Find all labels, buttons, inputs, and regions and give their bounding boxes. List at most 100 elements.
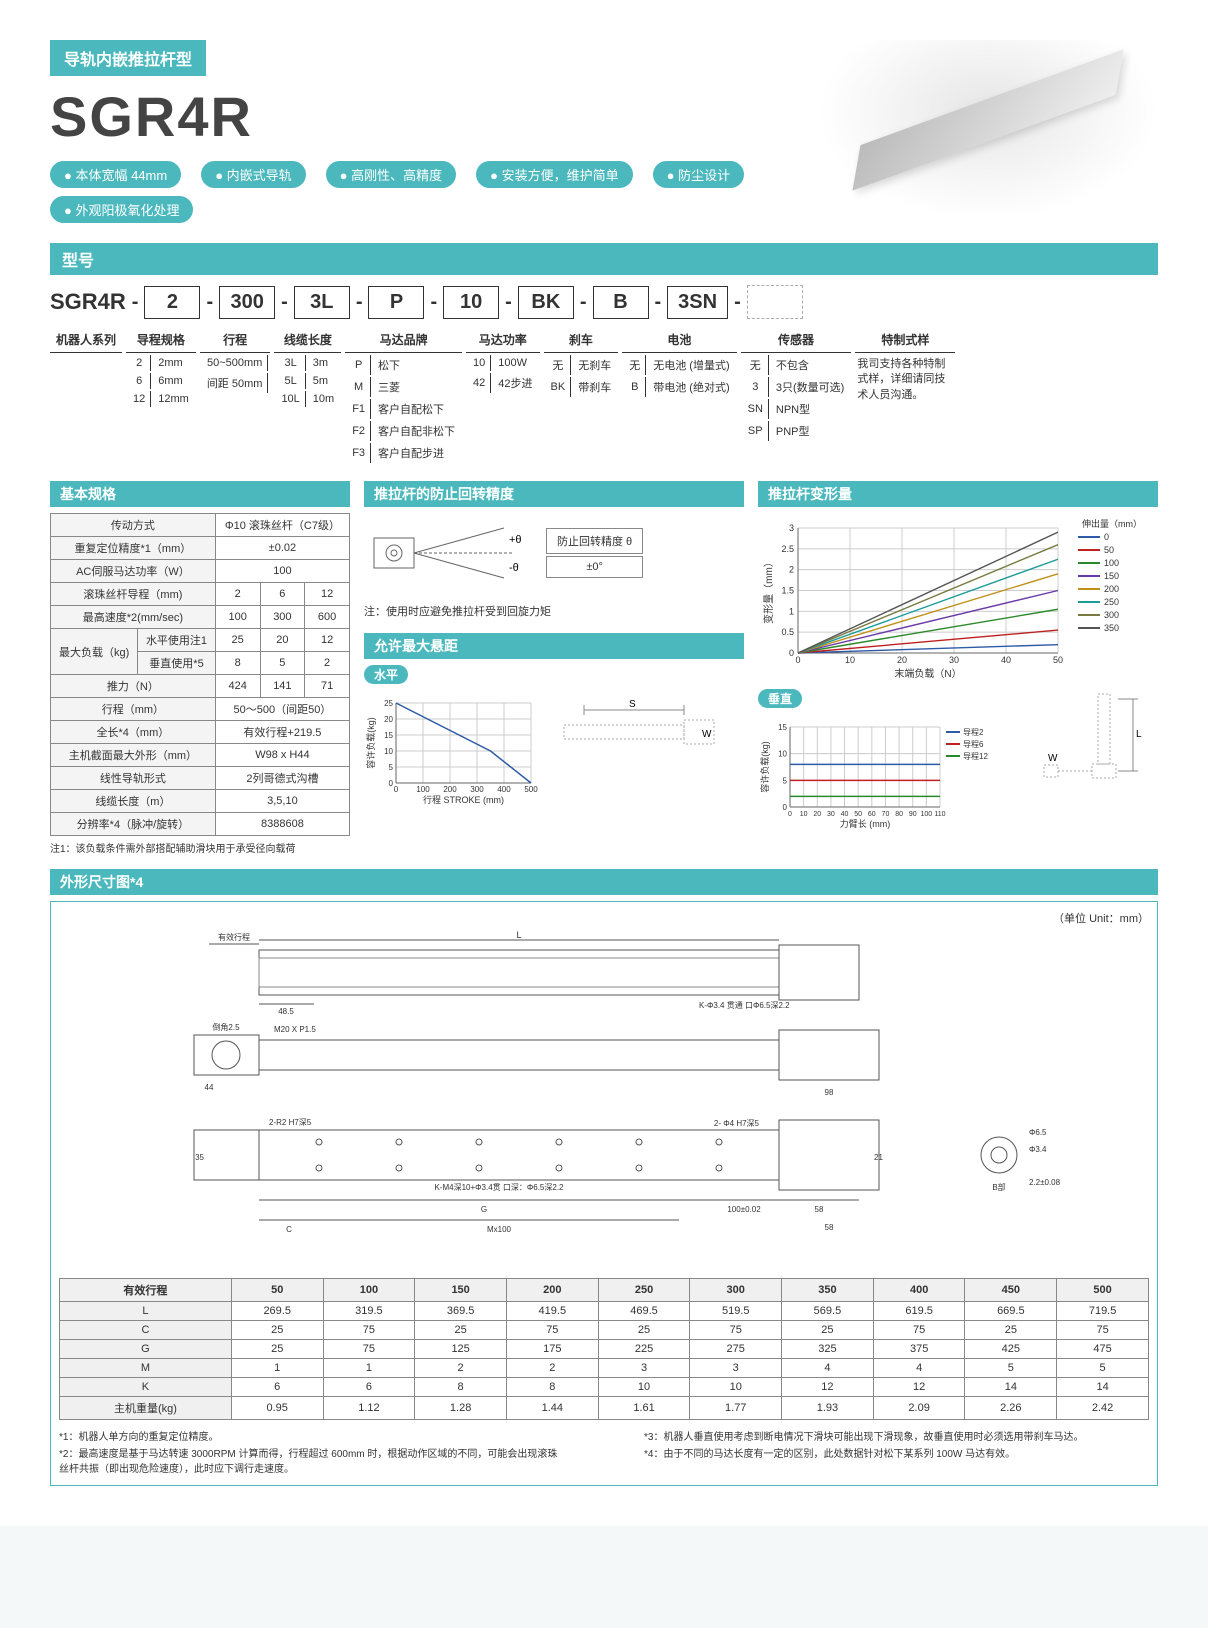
svg-text:30: 30 [949, 655, 959, 665]
svg-text:5: 5 [389, 763, 394, 772]
svg-text:20: 20 [897, 655, 907, 665]
feature-pill: ● 本体宽幅 44mm [50, 161, 181, 188]
svg-text:30: 30 [827, 811, 835, 818]
svg-text:容许负载(kg): 容许负载(kg) [365, 717, 376, 769]
model-base: SGR4R [50, 289, 126, 315]
opt-head: 行程 [200, 327, 271, 353]
opt-head: 线缆长度 [274, 327, 341, 353]
model-part: BK [518, 286, 574, 319]
model-part: 10 [443, 286, 499, 319]
svg-text:W: W [702, 729, 712, 740]
model-code-row: SGR4R -2-300-3L-P-10-BK-B-3SN- [50, 285, 1158, 319]
svg-text:1.5: 1.5 [781, 586, 794, 596]
svg-text:0: 0 [783, 803, 788, 812]
outline-drawing: L48.5K-Φ3.4 贯通 口Φ6.5深2.2有效行程倒角2.5M20 X P… [59, 930, 1129, 1270]
svg-text:58: 58 [815, 1205, 824, 1214]
horiz-schematic: W S [554, 665, 734, 785]
svg-text:40: 40 [841, 811, 849, 818]
svg-text:2: 2 [789, 565, 794, 575]
svg-text:容许负载(kg): 容许负载(kg) [759, 741, 770, 793]
svg-text:150: 150 [1104, 571, 1119, 581]
outline-unit: （单位 Unit：mm） [59, 910, 1149, 926]
vert-tag: 垂直 [758, 689, 802, 708]
series-head: 机器人系列 [50, 327, 122, 353]
options-row: 机器人系列 导程规格22mm66mm1212mm行程50~500mm间距 50m… [50, 327, 1158, 465]
svg-text:导程12: 导程12 [963, 752, 988, 761]
svg-text:2-R2 H7深5: 2-R2 H7深5 [269, 1118, 312, 1127]
svg-text:40: 40 [1001, 655, 1011, 665]
svg-text:10: 10 [800, 811, 808, 818]
dimension-table: 有效行程50100150200250300350400450500L269.53… [59, 1278, 1149, 1420]
opt-head-custom: 特制式样 [855, 327, 955, 353]
datasheet-page: 导轨内嵌推拉杆型 SGR4R ● 本体宽幅 44mm● 内嵌式导轨● 高刚性、高… [0, 0, 1208, 1526]
svg-text:10: 10 [845, 655, 855, 665]
svg-text:G: G [481, 1205, 487, 1214]
svg-text:-θ: -θ [509, 562, 519, 574]
svg-text:L: L [516, 930, 521, 940]
right-col: 推拉杆变形量 00.511.522.5301020304050末端负载（N）变形… [758, 481, 1158, 855]
feature-pill: ● 外观阳极氧化处理 [50, 196, 193, 223]
feature-pills: ● 本体宽幅 44mm● 内嵌式导轨● 高刚性、高精度● 安装方便，维护简单● … [50, 161, 798, 223]
product-type-band: 导轨内嵌推拉杆型 [50, 40, 206, 76]
opt-head: 刹车 [544, 327, 619, 353]
product-model-title: SGR4R [50, 84, 798, 149]
spec-table: 传动方式Φ10 滚珠丝杆（C7级）重复定位精度*1（mm）±0.02AC伺服马达… [50, 513, 350, 836]
header-row: 导轨内嵌推拉杆型 SGR4R ● 本体宽幅 44mm● 内嵌式导轨● 高刚性、高… [50, 40, 1158, 237]
svg-text:250: 250 [1104, 597, 1119, 607]
svg-text:80: 80 [895, 811, 903, 818]
svg-text:有效行程: 有效行程 [218, 932, 250, 942]
svg-text:350: 350 [1104, 623, 1119, 633]
deform-chart: 00.511.522.5301020304050末端负载（N）变形量（mm）伸出… [758, 513, 1158, 683]
spec-title: 基本规格 [50, 481, 350, 507]
svg-text:0: 0 [394, 785, 399, 794]
svg-text:70: 70 [882, 811, 890, 818]
opt-head: 马达品牌 [345, 327, 462, 353]
model-part: 2 [144, 286, 200, 319]
svg-text:100: 100 [416, 785, 430, 794]
svg-text:2- Φ4 H7深5: 2- Φ4 H7深5 [714, 1119, 760, 1128]
antirot-svg: +θ -θ [364, 513, 534, 593]
vert-schematic: W L [998, 689, 1148, 809]
footnotes: *1：机器人单方向的重复定位精度。*2：最高速度是基于马达转速 3000RPM … [59, 1426, 1149, 1477]
svg-text:100: 100 [1104, 558, 1119, 568]
spec-note: 注1：该负载条件需外部搭配辅助滑块用于承受径向载荷 [50, 840, 350, 855]
svg-text:21: 21 [874, 1153, 883, 1162]
svg-text:35: 35 [195, 1153, 204, 1162]
svg-text:90: 90 [909, 811, 917, 818]
product-image [818, 40, 1158, 220]
svg-text:K-Φ3.4 贯通 口Φ6.5深2.2: K-Φ3.4 贯通 口Φ6.5深2.2 [699, 1000, 790, 1010]
svg-text:0: 0 [788, 811, 792, 818]
footnote: *3：机器人垂直使用考虑到断电情况下滑块可能出现下滑现象，故垂直使用时必须选用带… [644, 1428, 1149, 1443]
svg-text:15: 15 [384, 731, 393, 740]
svg-text:5: 5 [783, 776, 788, 785]
svg-text:伸出量（mm）: 伸出量（mm） [1082, 518, 1142, 529]
svg-text:98: 98 [825, 1088, 834, 1097]
antirot-label: 防止回转精度 θ [546, 528, 643, 554]
horiz-chart: 05101520250100200300400500行程 STROKE (mm)… [364, 688, 544, 808]
footnote: *4：由于不同的马达长度有一定的区别，此处数据针对松下某系列 100W 马达有效… [644, 1445, 1149, 1460]
svg-text:100: 100 [921, 811, 933, 818]
svg-text:2.2±0.08: 2.2±0.08 [1029, 1178, 1061, 1187]
svg-text:110: 110 [934, 811, 945, 818]
opt-custom-note: 我司支持各种特制式样，详细请同技术人员沟通。 [855, 353, 955, 407]
svg-text:B部: B部 [992, 1182, 1005, 1192]
opt-head: 马达功率 [466, 327, 540, 353]
svg-text:10: 10 [778, 750, 787, 759]
section-model: 型号 [50, 243, 1158, 275]
vert-chart: 0510150102030405060708090100110导程2导程6导程1… [758, 712, 988, 832]
mid-sections: 基本规格 传动方式Φ10 滚珠丝杆（C7级）重复定位精度*1（mm）±0.02A… [50, 481, 1158, 855]
model-part: 3L [294, 286, 350, 319]
svg-text:58: 58 [825, 1223, 834, 1232]
svg-text:导程2: 导程2 [963, 728, 984, 737]
svg-text:500: 500 [524, 785, 538, 794]
svg-text:Φ6.5: Φ6.5 [1029, 1128, 1047, 1137]
model-part: 3SN [667, 286, 728, 319]
footnote: *1：机器人单方向的重复定位精度。 [59, 1428, 564, 1443]
svg-text:50: 50 [854, 811, 862, 818]
svg-text:100±0.02: 100±0.02 [727, 1205, 761, 1214]
antirot-note: 注：使用时应避免推拉杆受到回旋力矩 [364, 603, 744, 619]
feature-pill: ● 安装方便，维护简单 [476, 161, 632, 188]
svg-text:Mx100: Mx100 [487, 1225, 512, 1234]
svg-text:L: L [1136, 729, 1142, 740]
svg-text:0: 0 [1104, 532, 1109, 542]
